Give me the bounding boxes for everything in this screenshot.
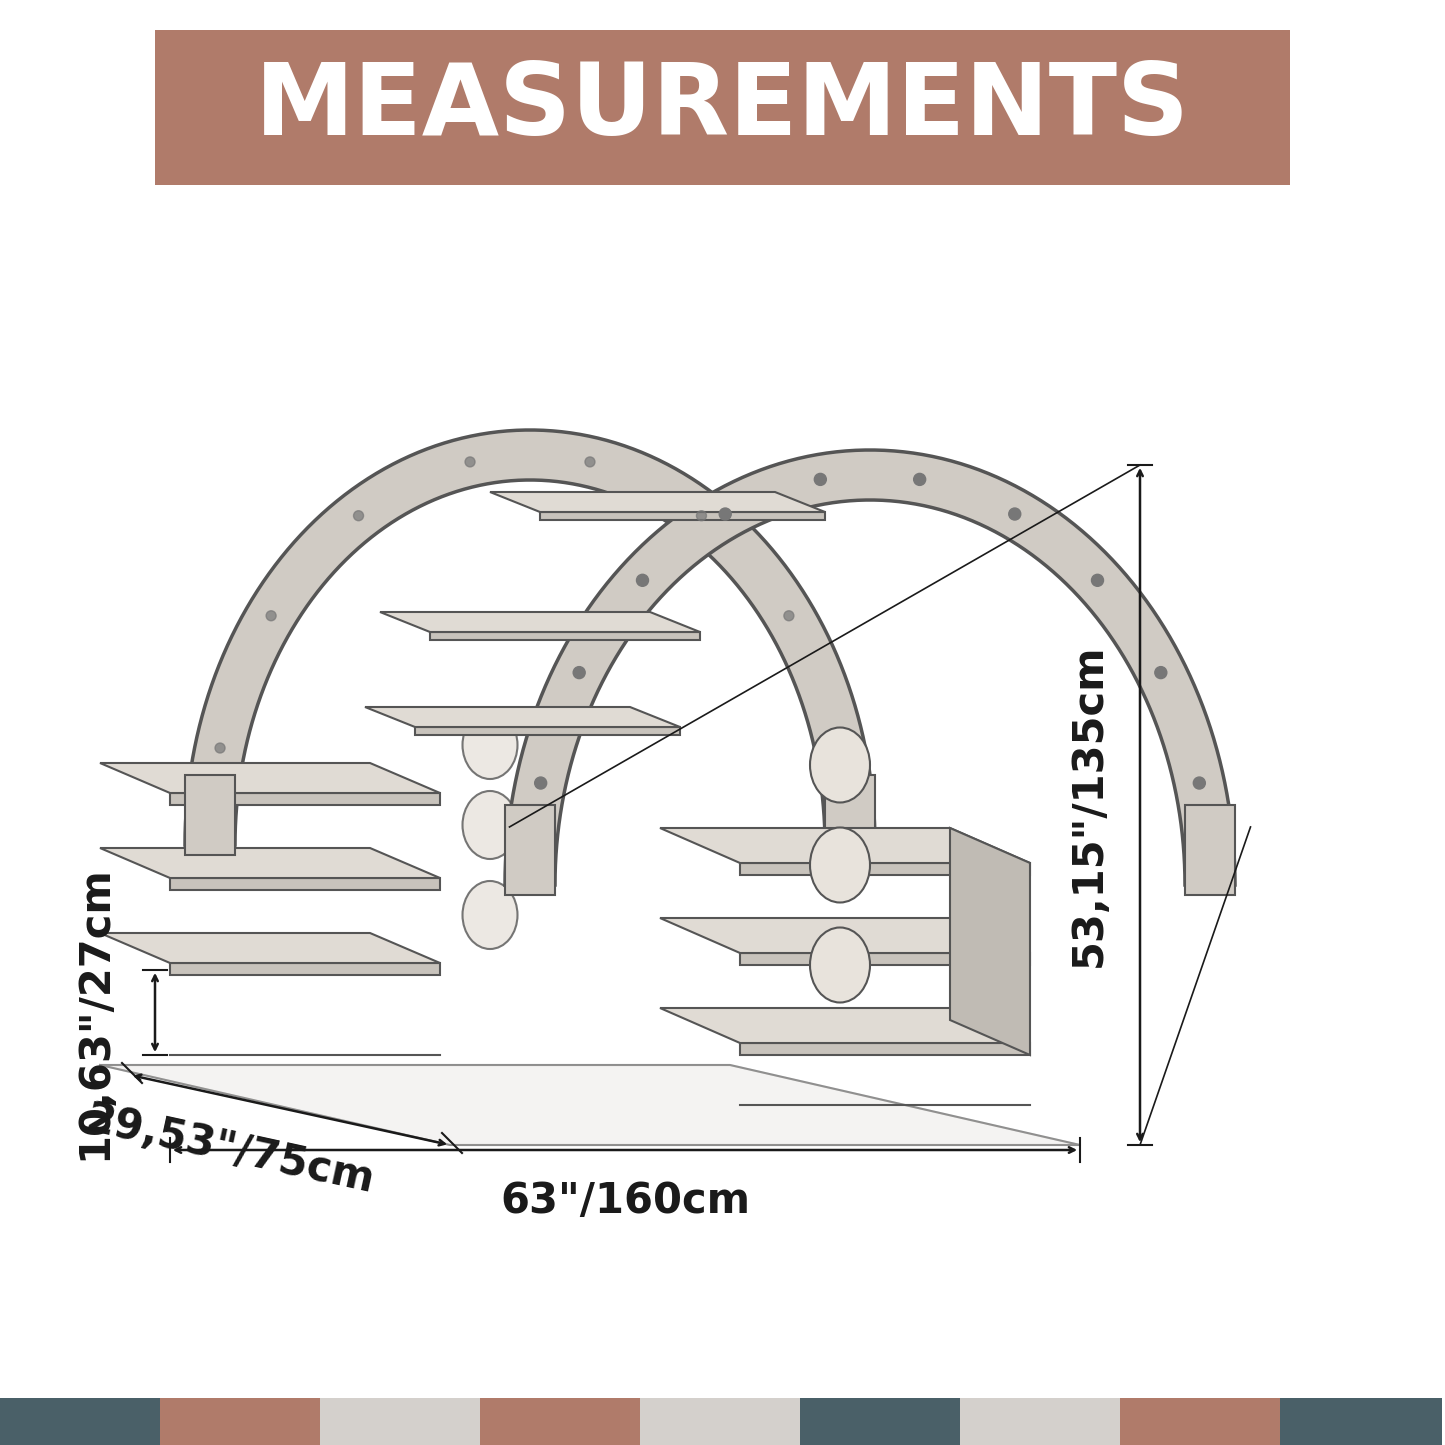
Circle shape	[783, 611, 793, 621]
Bar	[1185, 805, 1235, 894]
Bar	[825, 775, 876, 855]
PathPatch shape	[660, 1009, 1030, 1043]
Text: 63"/160cm: 63"/160cm	[500, 1181, 750, 1222]
Circle shape	[913, 474, 926, 486]
Circle shape	[815, 474, 827, 486]
Circle shape	[215, 743, 225, 753]
Circle shape	[835, 743, 845, 753]
PathPatch shape	[100, 763, 439, 793]
Ellipse shape	[811, 928, 870, 1003]
Bar	[740, 1043, 1030, 1055]
PathPatch shape	[100, 848, 439, 879]
Text: MEASUREMENTS: MEASUREMENTS	[254, 59, 1191, 156]
Bar	[1120, 1397, 1282, 1445]
Circle shape	[1091, 574, 1104, 587]
Bar	[1280, 1397, 1442, 1445]
Circle shape	[354, 510, 364, 520]
Circle shape	[720, 509, 731, 520]
Bar	[480, 1397, 642, 1445]
Circle shape	[696, 510, 707, 520]
Circle shape	[574, 666, 585, 679]
PathPatch shape	[185, 431, 876, 845]
Bar	[415, 727, 681, 736]
PathPatch shape	[380, 613, 699, 631]
Ellipse shape	[462, 711, 517, 779]
Text: 53,15"/135cm: 53,15"/135cm	[1068, 643, 1110, 967]
PathPatch shape	[949, 828, 1030, 1055]
Text: 29,53"/75cm: 29,53"/75cm	[82, 1098, 379, 1202]
Ellipse shape	[462, 881, 517, 949]
PathPatch shape	[366, 707, 681, 727]
Bar	[640, 1397, 802, 1445]
Bar	[171, 962, 439, 975]
Bar	[740, 954, 1030, 965]
Bar	[185, 775, 236, 855]
Bar	[160, 1397, 322, 1445]
Bar	[504, 805, 555, 894]
Circle shape	[1194, 777, 1205, 789]
Circle shape	[585, 457, 595, 467]
Bar	[319, 1397, 483, 1445]
Ellipse shape	[811, 727, 870, 802]
PathPatch shape	[490, 491, 825, 512]
Bar	[959, 1397, 1121, 1445]
PathPatch shape	[660, 828, 1030, 863]
PathPatch shape	[660, 918, 1030, 954]
PathPatch shape	[100, 933, 439, 962]
Text: 10,63"/27cm: 10,63"/27cm	[74, 866, 116, 1160]
Circle shape	[535, 777, 546, 789]
Circle shape	[1009, 509, 1020, 520]
Ellipse shape	[462, 790, 517, 858]
Bar	[740, 863, 1030, 876]
Bar	[0, 1397, 162, 1445]
Bar	[171, 879, 439, 890]
Bar	[431, 631, 699, 640]
Circle shape	[465, 457, 475, 467]
Bar	[171, 793, 439, 805]
PathPatch shape	[504, 449, 1235, 884]
Circle shape	[266, 611, 276, 621]
Ellipse shape	[811, 828, 870, 903]
FancyBboxPatch shape	[155, 30, 1290, 185]
Bar	[801, 1397, 962, 1445]
Circle shape	[636, 574, 649, 587]
Circle shape	[1155, 666, 1166, 679]
Bar	[540, 512, 825, 520]
PathPatch shape	[100, 1065, 1079, 1144]
